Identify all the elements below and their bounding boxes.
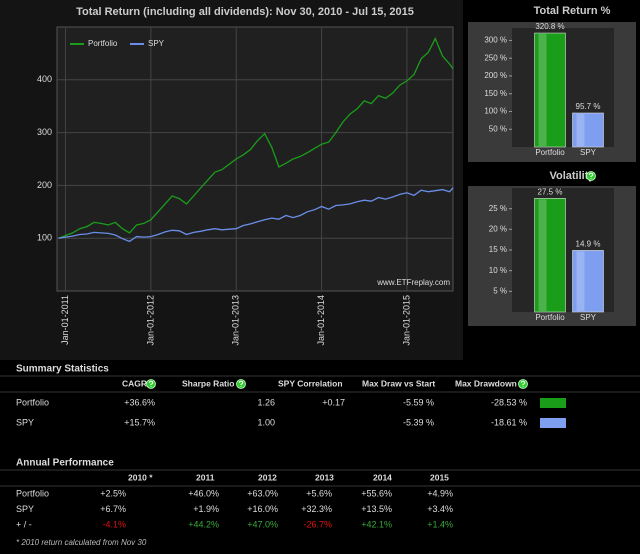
plot-area [56, 26, 454, 292]
row-label: Portfolio [16, 397, 49, 407]
annotation: www.ETFreplay.com [376, 278, 450, 287]
column-header: Max Drawdown [455, 378, 517, 388]
cell: +42.1% [361, 519, 392, 529]
value-label: 27.5 % [538, 187, 563, 196]
cell: +3.4% [427, 504, 453, 514]
column-header: 2012 [258, 472, 277, 482]
x-tick-label: Jan-01-2012 [145, 295, 155, 346]
chart-title: Total Return (including all dividends): … [76, 6, 414, 18]
cell: 1.26 [257, 397, 275, 407]
legend-label: SPY [148, 39, 165, 48]
category-label: SPY [580, 313, 597, 322]
cell: +13.5% [361, 504, 392, 514]
cell: +0.17 [322, 397, 345, 407]
y-tick-label: 200 [37, 180, 52, 190]
column-header: SPY Correlation [278, 378, 343, 388]
y-tick-label: 25 % [489, 204, 507, 213]
cell: -5.39 % [403, 417, 434, 427]
row-label: + / - [16, 519, 32, 529]
cell: +6.7% [100, 504, 126, 514]
series-line [58, 187, 454, 243]
y-tick-label: 300 % [484, 36, 507, 45]
y-tick-label: 250 % [484, 53, 507, 62]
column-header: CAGR [122, 378, 147, 388]
section-title: Summary Statistics [16, 364, 109, 375]
y-tick-label: 200 % [484, 71, 507, 80]
y-tick-label: 10 % [489, 266, 507, 275]
value-label: 95.7 % [576, 102, 601, 111]
cell: +4.9% [427, 488, 453, 498]
cell: +47.0% [247, 519, 278, 529]
x-tick-label: Jan-01-2014 [316, 295, 326, 346]
section-title: Annual Performance [16, 458, 114, 469]
column-header: Max Draw vs Start [362, 378, 435, 388]
x-tick-label: Jan-01-2013 [231, 295, 241, 346]
series-line [58, 37, 454, 239]
cell: +1.9% [193, 504, 219, 514]
row-label: Portfolio [16, 488, 49, 498]
cell: +2.5% [100, 488, 126, 498]
footnote: * 2010 return calculated from Nov 30 [16, 538, 147, 547]
y-tick-label: 400 [37, 74, 52, 84]
y-tick-label: 20 % [489, 224, 507, 233]
bar-shine [576, 114, 585, 146]
cell: +1.4% [427, 519, 453, 529]
value-label: 14.9 % [576, 240, 601, 249]
chart-title: Volatility [549, 170, 595, 182]
cell: +63.0% [247, 488, 278, 498]
column-header: Sharpe Ratio [182, 378, 234, 388]
y-tick-label: 50 % [489, 124, 507, 133]
cell: 1.00 [257, 417, 275, 427]
bar-shine [538, 199, 547, 311]
bar-shine [538, 34, 547, 147]
help-icon-mark [148, 380, 154, 387]
help-icon-mark [520, 380, 526, 387]
column-header: 2013 [315, 472, 334, 482]
cell: +55.6% [361, 488, 392, 498]
cell: -26.7% [303, 519, 332, 529]
column-header: 2014 [373, 472, 392, 482]
cell: +36.6% [124, 397, 155, 407]
column-header: 2010 * [128, 472, 153, 482]
bar [534, 198, 566, 313]
y-tick-label: 5 % [493, 286, 507, 295]
x-tick-label: Jan-01-2015 [401, 295, 411, 346]
color-swatch [540, 398, 566, 408]
column-header: 2011 [196, 472, 215, 482]
cell: +46.0% [188, 488, 219, 498]
value-label: 320.8 % [535, 22, 564, 31]
cell: -28.53 % [491, 397, 527, 407]
chart-title: Total Return % [534, 5, 611, 17]
row-label: SPY [16, 504, 34, 514]
legend-label: Portfolio [88, 39, 118, 48]
column-header: 2015 [430, 472, 449, 482]
cell: +15.7% [124, 417, 155, 427]
bar [572, 112, 604, 148]
row-label: SPY [16, 417, 34, 427]
category-label: Portfolio [535, 148, 565, 157]
cell: +32.3% [301, 504, 332, 514]
category-label: Portfolio [535, 313, 565, 322]
cell: -4.1% [102, 519, 126, 529]
cell: -18.61 % [491, 417, 527, 427]
category-label: SPY [580, 148, 597, 157]
bar-shine [576, 251, 585, 311]
help-icon-mark [238, 380, 244, 387]
bar [534, 32, 566, 148]
x-tick-label: Jan-01-2011 [60, 295, 70, 345]
y-tick-label: 100 [37, 233, 52, 243]
y-tick-label: 100 % [484, 107, 507, 116]
cell: +5.6% [306, 488, 332, 498]
bar [572, 250, 604, 313]
cell: +44.2% [188, 519, 219, 529]
help-icon-mark [588, 172, 594, 179]
cell: -5.59 % [403, 397, 434, 407]
color-swatch [540, 418, 566, 428]
y-tick-label: 15 % [489, 245, 507, 254]
cell: +16.0% [247, 504, 278, 514]
y-tick-label: 300 [37, 127, 52, 137]
y-tick-label: 150 % [484, 89, 507, 98]
